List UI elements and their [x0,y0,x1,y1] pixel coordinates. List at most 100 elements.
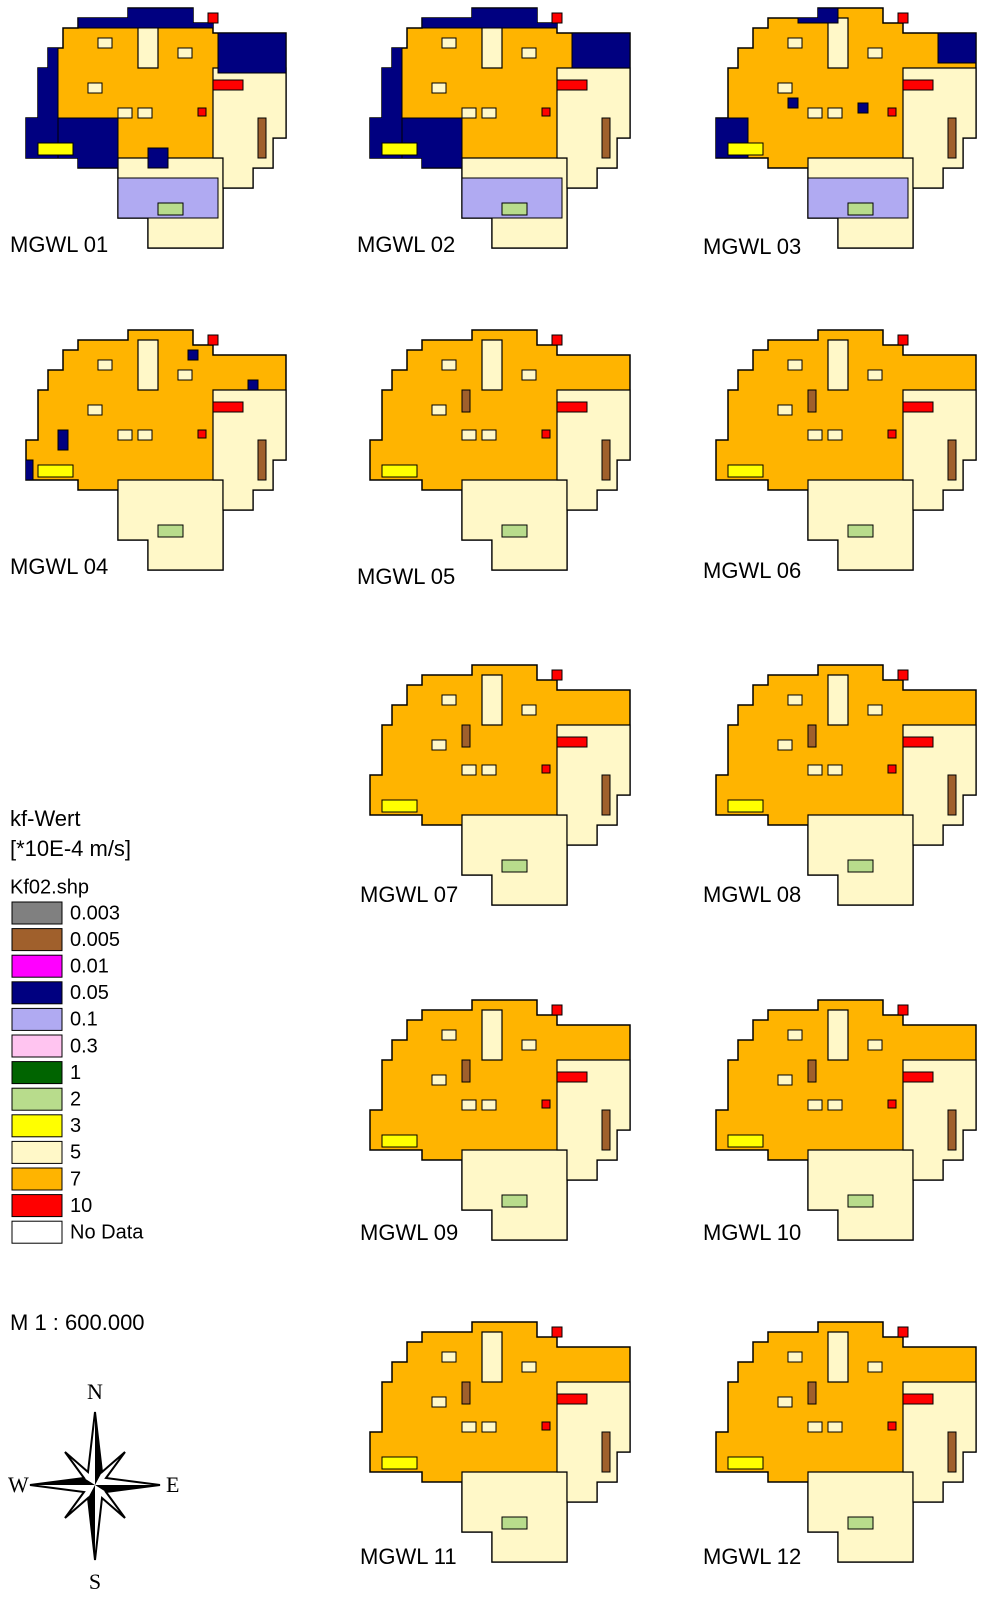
legend-unit: [*10E-4 m/s] [10,836,131,861]
map-region [158,203,183,215]
map-region [808,108,822,118]
map-region [868,1362,882,1372]
map-region [208,13,218,23]
map-region [898,335,908,345]
legend-swatch [12,1141,62,1163]
map-region [602,1110,610,1150]
compass-e: E [166,1472,179,1497]
map-region [542,108,550,116]
map-region [482,1422,496,1432]
map-region [148,148,168,168]
map-region [432,405,446,415]
map-region [778,740,792,750]
map-region [778,1397,792,1407]
map-region [178,370,192,380]
map-region [938,33,976,63]
legend-label: 2 [70,1088,81,1110]
map-region [828,1100,842,1110]
map-region [728,1457,763,1469]
map-region [462,390,470,412]
map-region [382,800,417,812]
map-region [432,83,446,93]
map-region [868,1040,882,1050]
legend-label: 5 [70,1142,81,1164]
map-region [552,670,562,680]
map-region [118,430,132,440]
map-label: MGWL 12 [703,1544,801,1569]
map-region [198,430,206,438]
map-region [462,1060,470,1082]
map-region [898,1327,908,1337]
legend-title: kf-Wert [10,806,80,831]
map-region [542,1100,550,1108]
map-region [522,48,536,58]
map-region [602,440,610,480]
map-region [898,670,908,680]
map-region [502,1195,527,1207]
map-region [138,340,158,390]
map-region [557,80,587,90]
map-region [482,1010,502,1060]
map-region [442,1030,456,1040]
map-region [118,108,132,118]
map-region [482,108,496,118]
map-region [868,705,882,715]
map-region [848,525,873,537]
map-region [898,13,908,23]
legend-swatch [12,1168,62,1190]
map-region [462,1382,470,1404]
map-region [808,390,816,412]
map-region [808,725,816,747]
legend-label: 1 [70,1062,81,1084]
map-region [898,1005,908,1015]
map-region [522,705,536,715]
compass-w: W [8,1472,29,1497]
map-region [248,380,258,390]
legend-swatch [12,1115,62,1137]
compass-n: N [87,1379,103,1404]
legend-label: 0.3 [70,1035,98,1057]
legend-swatch [12,955,62,977]
map-region [948,775,956,815]
map-region [728,1135,763,1147]
map-region [903,80,933,90]
map-region [258,440,266,480]
legend-swatch [12,982,62,1004]
map-region [828,675,848,725]
map-region [522,1040,536,1050]
map-region [828,1422,842,1432]
map-region [462,108,476,118]
legend-layer: Kf02.shp [10,876,89,898]
map-region [828,765,842,775]
map-region [552,13,562,23]
map-region [602,1432,610,1472]
map-region [482,340,502,390]
map-region [572,33,630,68]
map-region [828,430,842,440]
map-label: MGWL 03 [703,234,801,259]
map-region [188,350,198,360]
map-region [58,430,68,450]
map-region [868,370,882,380]
map-region [903,737,933,747]
map-region [542,765,550,773]
legend-swatch [12,1062,62,1084]
map-region [602,118,610,158]
map-region [462,725,470,747]
map-region [462,1422,476,1432]
map-region [502,1517,527,1529]
map-region [432,1397,446,1407]
legend-swatch [12,1035,62,1057]
map-region [88,405,102,415]
map-label: MGWL 02 [357,232,455,257]
map-region [888,1100,896,1108]
legend-label: 0.005 [70,929,120,951]
legend-label: 3 [70,1115,81,1137]
map-region [88,83,102,93]
map-region [198,108,206,116]
map-region [888,1422,896,1430]
map-region [462,1100,476,1110]
map-region [808,1100,822,1110]
legend-label: 10 [70,1195,92,1217]
map-region [98,38,112,48]
